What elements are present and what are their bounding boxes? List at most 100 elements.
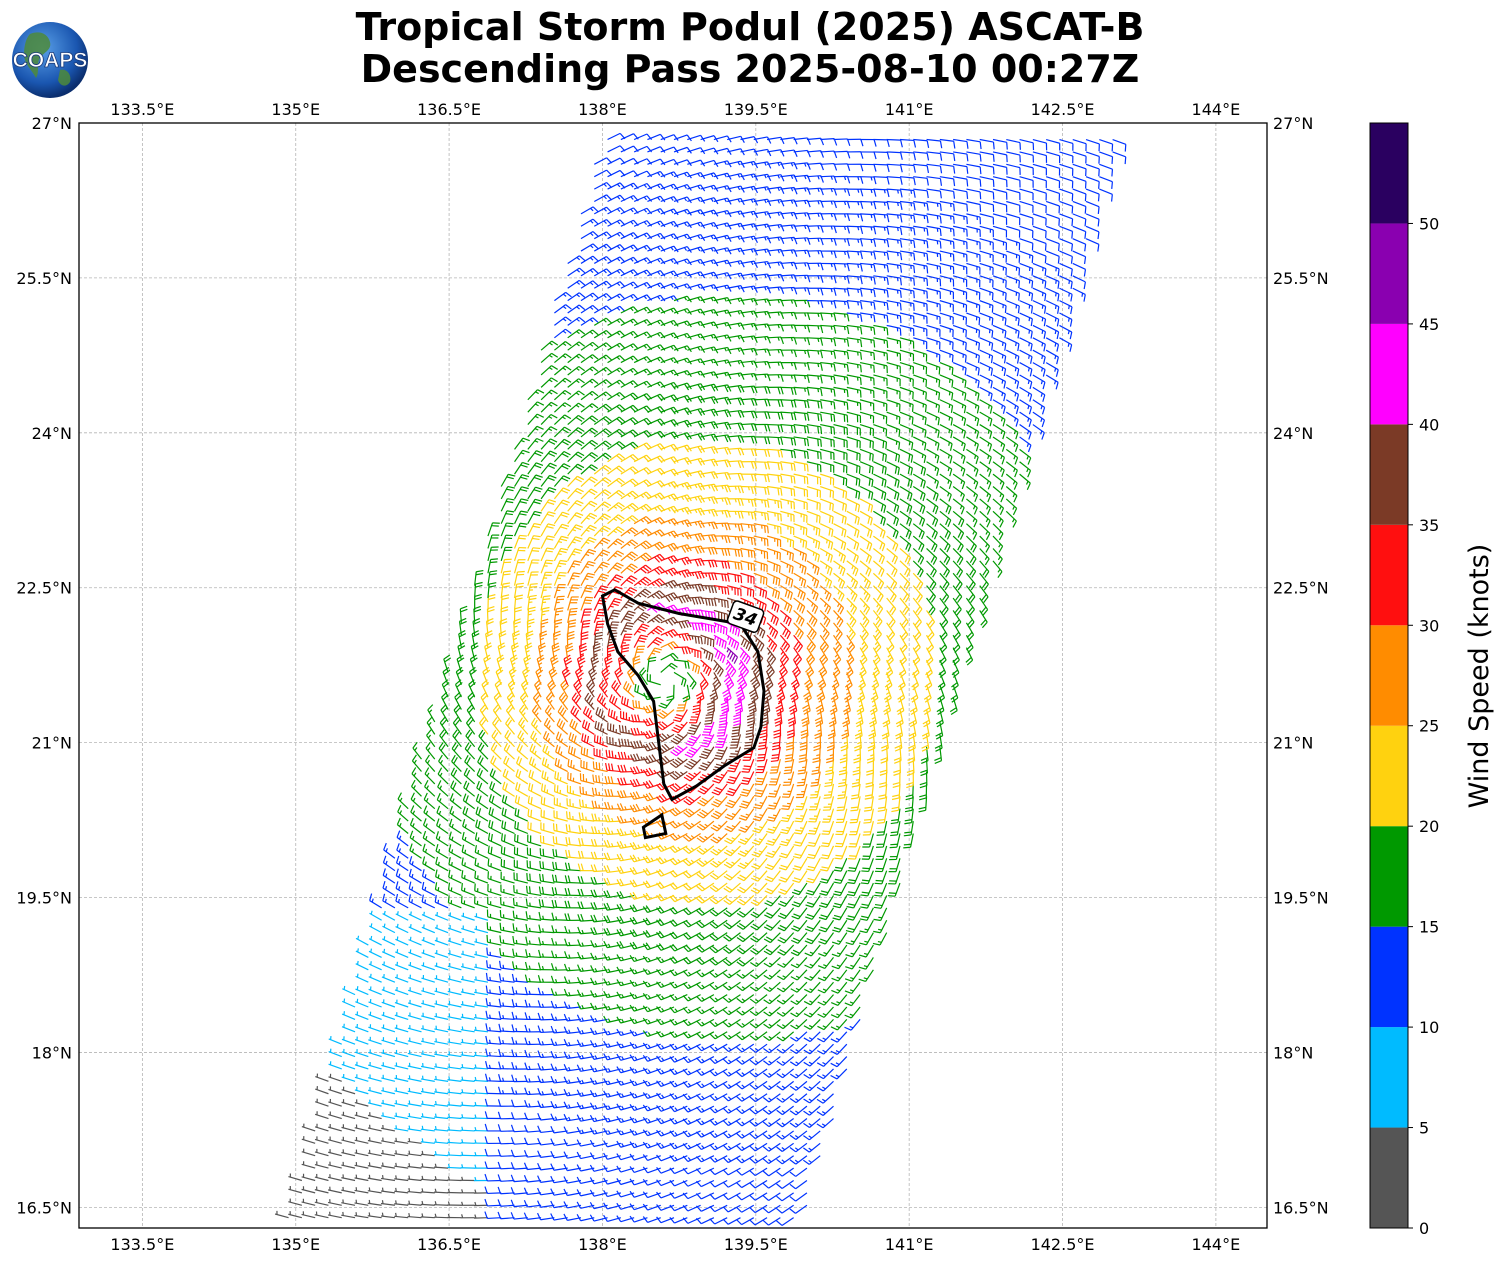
- wind-barb: [807, 833, 821, 847]
- wind-barb: [486, 960, 502, 971]
- barb-staff: [407, 989, 422, 996]
- barb-feather: [858, 954, 867, 958]
- barb-feather: [538, 886, 542, 894]
- barb-half-feather: [687, 1008, 692, 1013]
- barb-staff: [567, 1105, 582, 1109]
- barb-feather: [616, 1190, 622, 1198]
- wind-barb: [474, 857, 489, 872]
- wind-barb: [407, 987, 422, 996]
- barb-feather: [484, 1173, 488, 1182]
- wind-barb: [474, 896, 489, 909]
- barb-half-feather: [528, 965, 531, 970]
- wind-barb: [537, 1112, 555, 1121]
- barb-feather: [767, 828, 775, 832]
- barb-feather: [500, 846, 503, 854]
- barb-staff: [701, 1031, 715, 1039]
- barb-feather: [891, 819, 899, 822]
- wind-barb: [484, 1123, 502, 1132]
- barb-feather: [722, 997, 730, 1003]
- barb-feather: [709, 1082, 716, 1089]
- barb-feather: [736, 900, 744, 906]
- barb-feather: [576, 1151, 582, 1159]
- wind-barb: [669, 1130, 688, 1137]
- barb-feather: [903, 843, 912, 846]
- barb-feather: [475, 793, 480, 802]
- barb-half-feather: [581, 992, 584, 997]
- barb-half-feather: [425, 797, 429, 802]
- barb-half-feather: [687, 1120, 692, 1124]
- barb-feather: [589, 1189, 595, 1197]
- barb-half-feather: [384, 898, 387, 903]
- barb-staff: [837, 1018, 848, 1031]
- barb-feather: [816, 1050, 824, 1055]
- wind-barb: [750, 907, 768, 919]
- wind-barb: [497, 1099, 515, 1107]
- wind-barb: [381, 1087, 396, 1095]
- wind-barb: [789, 1093, 808, 1104]
- barb-half-feather: [474, 1026, 477, 1031]
- barb-staff: [674, 1105, 688, 1113]
- barb-half-feather: [836, 976, 841, 980]
- barb-feather: [750, 889, 758, 894]
- wind-barb: [527, 821, 542, 835]
- wind-barb: [434, 1163, 449, 1169]
- barb-staff: [714, 1192, 728, 1200]
- barb-feather: [873, 930, 881, 934]
- wind-barb: [408, 924, 422, 934]
- barb-feather: [722, 1144, 729, 1151]
- barb-feather: [512, 935, 515, 944]
- wind-barb: [301, 1173, 316, 1182]
- barb-half-feather: [412, 835, 415, 840]
- barb-staff: [369, 925, 382, 934]
- barb-feather: [436, 792, 441, 801]
- barb-feather: [762, 1219, 769, 1226]
- wind-barb: [341, 1061, 356, 1070]
- barb-half-feather: [461, 1089, 464, 1093]
- barb-feather: [484, 1098, 488, 1107]
- barb-staff: [448, 889, 462, 897]
- barb-feather: [739, 874, 747, 880]
- barb-half-feather: [731, 825, 736, 828]
- barb-staff: [460, 1091, 475, 1095]
- barb-feather: [656, 1154, 662, 1162]
- barb-feather: [540, 796, 543, 804]
- barb-staff: [741, 1080, 755, 1090]
- barb-half-feather: [661, 983, 665, 987]
- barb-half-feather: [398, 848, 402, 853]
- barb-feather: [484, 1123, 488, 1132]
- barb-half-feather: [687, 1095, 692, 1099]
- barb-feather: [498, 1036, 502, 1044]
- wind-barb: [421, 924, 436, 934]
- barb-staff: [647, 1179, 661, 1186]
- barb-feather: [435, 869, 438, 877]
- barb-feather: [669, 1105, 675, 1113]
- wind-barb: [500, 897, 515, 909]
- barb-staff: [755, 1031, 768, 1041]
- barb-staff: [688, 857, 701, 867]
- barb-staff: [553, 994, 568, 996]
- barb-half-feather: [413, 785, 416, 789]
- barb-half-feather: [594, 980, 598, 985]
- barb-half-feather: [863, 965, 868, 968]
- barb-half-feather: [489, 1002, 491, 1006]
- barb-feather: [540, 783, 544, 791]
- barb-feather: [478, 808, 482, 816]
- barb-staff: [301, 1176, 316, 1182]
- barb-staff: [553, 1179, 568, 1184]
- wind-barb: [847, 870, 861, 885]
- barb-staff: [687, 1155, 701, 1163]
- barb-staff: [754, 1192, 768, 1201]
- barb-feather: [497, 1174, 502, 1182]
- wind-barb: [484, 1086, 502, 1095]
- barb-feather: [805, 880, 814, 884]
- barb-staff: [527, 1117, 542, 1121]
- barb-feather: [603, 1115, 608, 1123]
- barb-staff: [782, 1093, 795, 1103]
- wind-barb: [642, 1129, 661, 1137]
- barb-feather: [603, 903, 608, 911]
- wind-barb: [486, 947, 502, 959]
- barb-feather: [765, 842, 774, 846]
- barb-staff: [756, 944, 768, 955]
- wind-barb: [460, 950, 475, 959]
- barb-staff: [487, 941, 502, 946]
